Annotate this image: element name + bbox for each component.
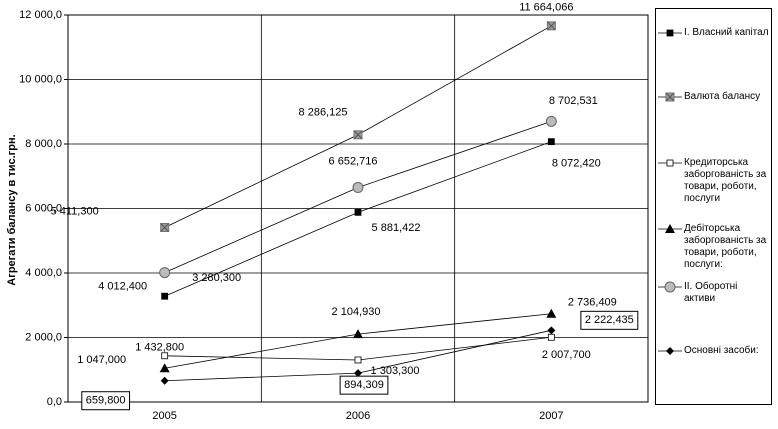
y-tick-label: 10 000,0 [19,73,62,85]
marker [664,281,676,293]
y-tick-label: 6 000,0 [25,202,62,214]
legend-item: І. Власний капітал [656,27,771,39]
marker [546,308,557,318]
value-label: 4 012,400 [98,281,147,293]
legend-swatch [658,159,682,167]
x-tick-label: 2005 [152,410,176,422]
value-label-box [580,310,639,330]
marker [352,181,364,193]
legend-label: Дебіторська заборгованість за товари, ро… [684,223,767,270]
value-label-box [339,375,389,395]
marker [353,329,363,339]
value-label: 894,309 [344,379,384,391]
marker [161,292,169,300]
marker [159,363,170,373]
value-label: 2 104,930 [332,306,381,318]
marker [161,352,169,360]
legend-item: Валюта балансу [656,91,771,103]
marker [354,369,362,378]
legend-label: Основні засоби: [684,345,759,356]
marker [666,347,674,355]
marker [547,333,555,341]
value-label: 1 047,000 [77,354,126,366]
value-label: 2 222,435 [585,314,634,326]
marker [547,138,555,146]
legend-swatch [658,29,682,37]
series-line [164,25,552,228]
value-label: 5 411,300 [51,205,99,217]
legend-item: ІІ. Оборотні активи [656,281,771,305]
value-label: 1 303,300 [371,365,420,377]
y-tick-label: 8 000,0 [25,138,62,150]
x-tick-label: 2007 [539,410,563,422]
marker-cross [665,92,675,102]
value-label: 11 664,066 [519,2,573,14]
legend-label: Валюта балансу [684,91,761,102]
value-label: 3 280,300 [192,272,241,284]
marker-cross [353,130,363,140]
y-tick-label: 12 000,0 [19,9,62,21]
marker-cross [160,223,170,232]
value-label: 2 007,700 [542,349,591,361]
legend-swatch [658,281,682,293]
value-label-box [81,391,131,411]
y-tick-label: 0,0 [47,396,62,408]
value-label: 5 881,422 [372,222,421,234]
y-tick-label: 2 000,0 [25,331,62,343]
legend-label: Кредиторська заборгованість за товари, р… [684,157,767,204]
marker [665,224,675,233]
legend-label: І. Власний капітал [684,27,769,38]
marker [546,21,556,31]
value-label: 8 072,420 [552,158,601,170]
y-axis-title: Агрегати балансу в тис.грн. [6,134,18,285]
legend-item: Основні засоби: [656,345,771,357]
value-label: 1 432,800 [135,342,184,354]
marker [354,356,362,364]
marker [666,29,674,37]
value-label: 8 286,125 [299,107,348,119]
x-tick-label: 2006 [346,410,370,422]
value-label: 8 702,531 [549,95,598,107]
series-line [164,336,552,361]
legend-swatch [658,92,682,102]
marker [665,92,675,102]
legend-swatch [658,224,682,233]
marker-cross [546,21,556,31]
marker [353,130,363,140]
legend-label: ІІ. Оборотні активи [684,281,738,304]
legend-item: Дебіторська заборгованість за товари, ро… [656,223,771,271]
marker [160,376,169,385]
marker [666,159,674,167]
legend-item: Кредиторська заборгованість за товари, р… [656,157,771,205]
marker [159,267,171,279]
value-label: 659,800 [86,395,126,407]
legend: І. Власний капітал Валюта балансу Кредитор… [655,8,772,405]
legend-swatch [658,347,682,355]
value-label: 2 736,409 [568,297,617,309]
marker [545,115,557,127]
marker [547,326,556,335]
marker [160,222,170,232]
marker [354,208,362,216]
y-tick-label: 4 000,0 [25,267,62,279]
value-label: 6 652,716 [329,155,378,167]
